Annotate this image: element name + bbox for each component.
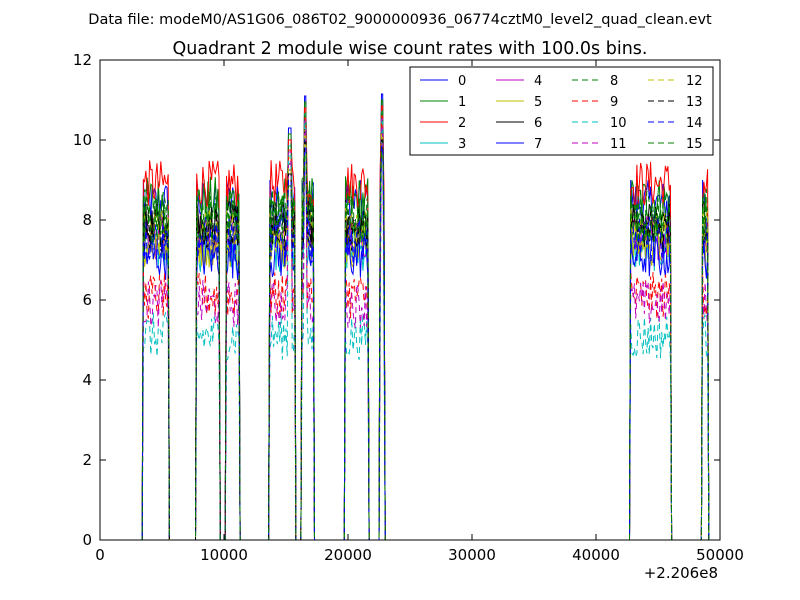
legend-label-7: 7 [534,137,542,152]
series-layer [100,93,720,541]
x-tick-label: 20000 [324,546,372,564]
x-tick-label: 50000 [696,546,744,564]
x-tick-label: 40000 [572,546,620,564]
series-line-8 [100,109,720,541]
series-line-4 [100,117,720,541]
series-line-10 [100,121,720,541]
legend-label-2: 2 [458,116,466,131]
y-tick-label: 10 [73,131,92,149]
y-tick-label: 4 [82,371,92,389]
legend-label-13: 13 [686,95,703,110]
chart-title: Quadrant 2 module wise count rates with … [173,39,648,59]
legend-label-10: 10 [610,116,627,131]
series-line-14 [100,145,720,541]
legend-label-1: 1 [458,95,466,110]
legend-label-11: 11 [610,137,627,152]
series-line-15 [100,151,720,541]
legend-label-5: 5 [534,95,542,110]
series-line-6 [100,129,720,541]
legend-label-8: 8 [610,74,618,89]
series-line-13 [100,139,720,541]
legend-label-0: 0 [458,74,466,89]
y-tick-label: 12 [73,51,92,69]
y-tick-label: 8 [82,211,92,229]
series-line-5 [100,123,720,541]
y-tick-label: 2 [82,451,92,469]
series-line-3 [100,111,720,541]
legend-label-4: 4 [534,74,542,89]
series-line-1 [100,99,720,541]
legend-label-6: 6 [534,116,542,131]
series-line-11 [100,127,720,541]
x-tick-label: 0 [95,546,105,564]
legend-label-15: 15 [686,137,703,152]
legend-box [409,66,714,156]
data-file-label: Data file: modeM0/AS1G06_086T02_90000009… [88,12,712,28]
legend-label-12: 12 [686,74,703,89]
series-line-9 [100,115,720,541]
y-tick-label: 6 [82,291,92,309]
legend-label-3: 3 [458,137,466,152]
series-line-2 [100,105,720,541]
legend-label-14: 14 [686,116,703,131]
x-tick-label: 10000 [200,546,248,564]
x-tick-label: 30000 [448,546,496,564]
legend-label-9: 9 [610,95,618,110]
series-line-7 [100,135,720,541]
x-offset-label: +2.206e8 [644,564,718,582]
series-line-0 [100,93,720,541]
y-tick-label: 0 [82,531,92,549]
series-line-12 [100,133,720,541]
